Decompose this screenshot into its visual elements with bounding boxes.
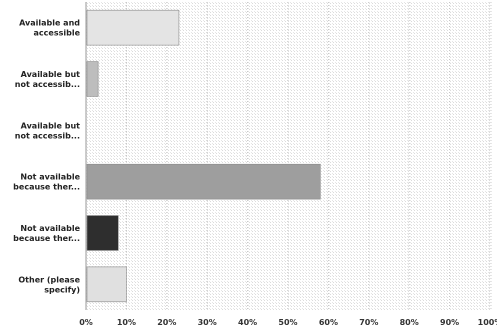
category-label: Available and accessible (19, 19, 80, 38)
x-tick-label: 40% (238, 318, 257, 327)
bar (86, 215, 119, 251)
bar (86, 61, 99, 97)
bars (86, 9, 321, 303)
bar (86, 266, 127, 303)
bar (86, 163, 321, 200)
x-tick-label: 0% (79, 318, 93, 327)
x-tick-label: 80% (400, 318, 419, 327)
category-label: Not available because ther... (13, 224, 80, 243)
x-tick-label: 20% (157, 318, 176, 327)
category-label: Available but not accessib... (15, 70, 80, 89)
category-labels: Available and accessible Available but not … (13, 19, 80, 295)
x-tick-label: 100% (478, 318, 497, 327)
bar (86, 9, 180, 46)
x-tick-label: 30% (198, 318, 217, 327)
x-tick-label: 90% (440, 318, 459, 327)
x-tick-label: 10% (117, 318, 136, 327)
category-label: Other (please specify) (18, 275, 80, 294)
x-tick-label: 70% (359, 318, 378, 327)
x-tick-label: 60% (319, 318, 338, 327)
category-label: Available but not accessib... (15, 121, 80, 140)
plot-area (86, 2, 492, 310)
category-label: Not available because ther... (13, 173, 80, 192)
x-tick-label: 50% (278, 318, 297, 327)
x-tick-labels: 0% 10% 20% 30% 40% 50% 60% 70% 80% 90% 100% (79, 318, 497, 327)
grid (85, 2, 491, 310)
